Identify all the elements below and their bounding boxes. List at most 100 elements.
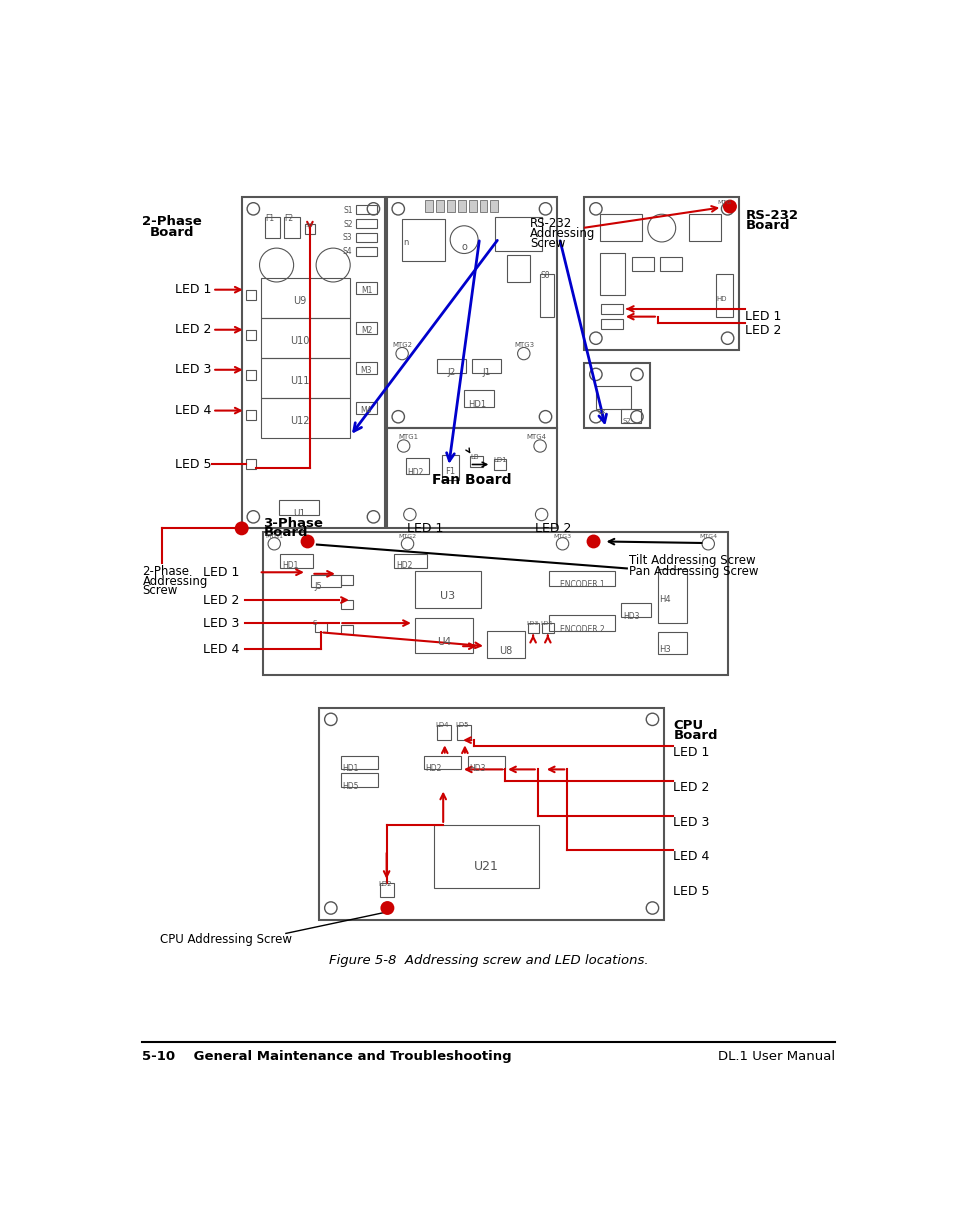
Bar (315, 623, 327, 632)
Text: F2: F2 (284, 215, 294, 223)
Text: Board: Board (263, 526, 308, 539)
Text: HD2: HD2 (425, 764, 441, 773)
Bar (340, 756, 377, 769)
Bar (506, 255, 530, 282)
Circle shape (586, 535, 599, 548)
Text: 2-Phase: 2-Phase (142, 566, 190, 578)
Text: LED 2: LED 2 (174, 323, 212, 336)
Bar (423, 756, 460, 769)
Circle shape (722, 200, 736, 213)
Text: HD2: HD2 (395, 562, 412, 571)
Bar (386, 428, 557, 529)
Bar (394, 553, 427, 568)
Text: HD2: HD2 (407, 467, 423, 476)
Text: U1: U1 (293, 509, 305, 518)
Bar (245, 369, 255, 380)
Text: LED 1: LED 1 (203, 566, 239, 579)
Bar (386, 198, 557, 428)
Text: n: n (403, 238, 409, 247)
Text: 3-Phase: 3-Phase (263, 517, 323, 530)
Text: LED 3: LED 3 (673, 816, 709, 828)
Text: Screw: Screw (142, 584, 177, 596)
Bar (436, 725, 451, 740)
Circle shape (300, 535, 314, 548)
Bar (340, 600, 353, 610)
Bar (261, 399, 350, 438)
Text: MTG2: MTG2 (393, 342, 413, 348)
Bar (599, 253, 624, 294)
Text: J5: J5 (314, 583, 322, 591)
Text: M1: M1 (360, 286, 372, 294)
Bar (261, 358, 350, 399)
Text: LED 2: LED 2 (203, 594, 239, 606)
Bar (527, 623, 538, 633)
Text: S: S (313, 620, 317, 626)
Text: MTG4: MTG4 (525, 434, 545, 440)
Text: RS-232: RS-232 (530, 216, 572, 229)
Text: U9: U9 (293, 296, 306, 306)
Text: F1: F1 (444, 466, 455, 476)
Bar (356, 282, 376, 294)
Text: LED 4: LED 4 (203, 643, 239, 655)
Bar (245, 459, 255, 469)
Text: Board: Board (150, 226, 194, 239)
Bar (278, 499, 319, 515)
Bar (415, 571, 480, 607)
Text: LED 4: LED 4 (174, 404, 212, 417)
Text: M3: M3 (360, 366, 372, 375)
Bar (241, 198, 385, 529)
Bar (379, 883, 394, 897)
Text: MTG1: MTG1 (397, 434, 418, 440)
Bar (583, 363, 649, 428)
Bar (472, 360, 500, 373)
Text: HD1: HD1 (282, 562, 298, 571)
Text: Addressing: Addressing (530, 227, 595, 239)
Bar (356, 362, 376, 374)
Bar (305, 225, 315, 234)
Bar (549, 571, 615, 587)
Bar (457, 200, 465, 212)
Bar (658, 569, 686, 623)
Bar (406, 458, 429, 475)
Text: HD3: HD3 (622, 611, 639, 621)
Bar (632, 258, 654, 271)
Bar (599, 215, 641, 242)
Text: LD3: LD3 (525, 621, 537, 626)
Text: HD1: HD1 (468, 400, 486, 409)
Bar (356, 247, 376, 255)
Bar (487, 631, 524, 658)
Bar (262, 533, 727, 675)
Circle shape (380, 901, 394, 915)
Text: LED 2: LED 2 (744, 324, 781, 337)
Text: U4: U4 (436, 637, 451, 647)
Bar (402, 218, 444, 261)
Bar (468, 756, 505, 769)
Text: LED 3: LED 3 (174, 363, 212, 377)
Text: U10: U10 (290, 336, 309, 346)
Bar (549, 616, 615, 631)
Text: LED 1: LED 1 (673, 746, 709, 760)
Bar (464, 390, 493, 406)
Text: MTG3: MTG3 (553, 534, 571, 539)
Bar (415, 618, 473, 653)
Bar (319, 708, 663, 919)
Bar (479, 200, 487, 212)
Text: RS-232: RS-232 (744, 209, 798, 222)
Text: LD4: LD4 (435, 723, 449, 729)
Text: S4: S4 (342, 248, 353, 256)
Text: Figure 5-8  Addressing screw and LED locations.: Figure 5-8 Addressing screw and LED loca… (329, 955, 648, 967)
Bar (688, 215, 720, 242)
Text: LD1: LD1 (493, 456, 507, 463)
Text: MTG3: MTG3 (514, 342, 534, 348)
Bar (340, 773, 377, 787)
Text: S2: S2 (343, 220, 353, 228)
Bar (659, 258, 681, 271)
Text: U11: U11 (290, 375, 309, 387)
Text: LED 5: LED 5 (673, 885, 709, 898)
Text: MTG1: MTG1 (265, 534, 283, 539)
Text: H4: H4 (659, 595, 670, 605)
Text: U12: U12 (290, 416, 310, 426)
Text: M4: M4 (360, 406, 372, 415)
Text: CK: CK (597, 409, 606, 415)
Text: LED 3: LED 3 (203, 617, 239, 629)
